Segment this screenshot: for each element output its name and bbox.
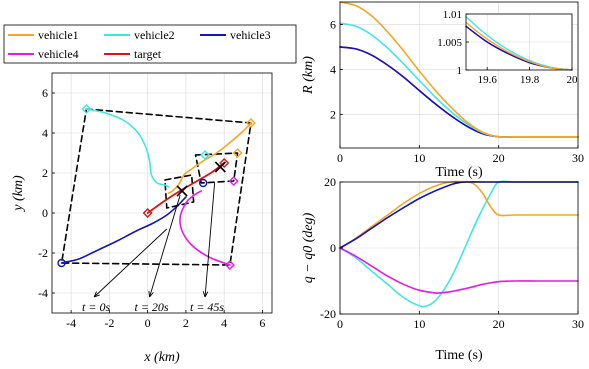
vehicle4-marker-1 [228, 176, 239, 186]
heading-xtick-label-1: 10 [413, 317, 425, 331]
inset-ticks: 19.6 19.8 20 1 1.005 1.01 [437, 9, 578, 86]
cross-marker-0 [176, 185, 188, 197]
vehicle4-marker-0 [224, 260, 235, 270]
trajectory-plot-area [52, 73, 272, 313]
vehicle1-marker-1 [232, 148, 243, 158]
formation-polygon-2 [194, 152, 239, 184]
range-series [339, 1, 579, 138]
range-inset: 19.6 19.8 20 1 1.005 1.01 [437, 9, 578, 86]
trajectory-xtick-label-1: -2 [104, 316, 114, 330]
time-annotations: t = 0s t = 20s t = 45s [82, 182, 224, 314]
legend-box [3, 24, 297, 64]
trajectory-ticks: -4 -2 0 2 4 6 -4 -2 0 2 4 6 [38, 86, 265, 330]
heading-xlabel: Time (s) [435, 348, 483, 363]
range-ticks: 0 10 20 30 2 4 6 [330, 18, 584, 165]
legend-label-vehicle4: vehicle4 [38, 47, 79, 61]
trajectory-ytick-label-2: 0 [42, 206, 48, 220]
heading-ylabel: q − q0 (deg) [301, 212, 316, 283]
trajectory-ytick-label-1: -2 [38, 246, 48, 260]
formation-polygon-1 [164, 174, 195, 209]
range-line-vehicle1 [339, 1, 579, 138]
trajectory-xtick-label-3: 2 [183, 316, 189, 330]
inset-xtick-label-2: 20 [567, 74, 579, 86]
target-marker-0 [142, 208, 153, 218]
trajectory-xtick-label-5: 6 [259, 316, 265, 330]
range-xtick-label-2: 20 [493, 151, 505, 165]
trajectory-line-vehicle3 [60, 196, 187, 264]
trajectory-xlabel: x (km) [143, 350, 180, 365]
heading-grid [339, 181, 579, 315]
range-axes-box [339, 1, 579, 149]
inset-ytick-label-1: 1.005 [437, 37, 462, 49]
legend-label-vehicle2: vehicle2 [134, 28, 175, 42]
legend-label-vehicle3: vehicle3 [230, 28, 271, 42]
heading-line-vehicle1 [339, 180, 579, 249]
range-ylabel: R (km) [301, 56, 316, 95]
trajectory-axes-box [51, 72, 273, 314]
formation-polygon-0 [60, 108, 252, 266]
trajectory-xtick-label-0: -4 [66, 316, 76, 330]
trajectory-line-vehicle1 [167, 122, 252, 194]
range-ytick-label-1: 4 [330, 63, 336, 77]
annotation-label-0: t = 0s [82, 300, 110, 314]
cross-marker-1 [214, 161, 226, 173]
annotation-arrow-line-0 [93, 228, 168, 298]
trajectory-xtick-label-4: 4 [221, 316, 227, 330]
range-xtick-label-0: 0 [337, 151, 343, 165]
heading-series [339, 180, 579, 308]
vehicle3-marker-1 [198, 178, 208, 188]
heading-ytick-label-2: 20 [324, 175, 336, 189]
trajectory-line-vehicle4 [179, 190, 231, 266]
trajectory-ytick-label-5: 6 [42, 86, 48, 100]
heading-ylabel-text: q − q0 (deg) [301, 212, 316, 283]
annotation-arrow-line-2 [204, 182, 216, 298]
inset-xtick-label-0: 19.6 [478, 74, 498, 86]
annotation-label-1: t = 20s [135, 300, 169, 314]
heading-ytick-label-1: 0 [330, 241, 336, 255]
annotation-label-2: t = 45s [190, 300, 224, 314]
inset-series [465, 16, 573, 71]
vehicle2-marker-0 [81, 104, 92, 114]
inset-ytick-label-2: 1.01 [443, 9, 462, 21]
trajectory-ytick-label-0: -4 [38, 286, 48, 300]
range-ytick-label-0: 2 [330, 108, 336, 122]
trajectory-ylabel: y (km) [11, 175, 26, 213]
inset-line-vehicle1 [465, 21, 573, 71]
range-xtick-label-1: 10 [413, 151, 425, 165]
trajectory-ytick-label-3: 2 [42, 166, 48, 180]
annotation-arrow-head-2 [202, 291, 209, 298]
heading-line-vehicle4 [339, 247, 579, 294]
legend: vehicle1 vehicle2 vehicle3 vehicle4 target [3, 24, 297, 64]
range-xlabel: Time (s) [435, 165, 483, 180]
vehicle1-marker-0 [245, 118, 256, 128]
range-ytick-label-2: 6 [330, 18, 336, 32]
heading-xtick-label-3: 30 [572, 317, 584, 331]
inset-xtick-label-1: 19.8 [520, 74, 540, 86]
range-panel: 0 10 20 30 2 4 6 Time (s) R (km) 19.6 19.8 20 1 1.… [301, 1, 584, 180]
formation-polygons [60, 108, 252, 266]
inset-ytick-label-0: 1 [457, 65, 463, 77]
heading-line-vehicle2 [339, 180, 579, 308]
range-xtick-label-3: 30 [572, 151, 584, 165]
heading-xtick-label-0: 0 [337, 317, 343, 331]
legend-items: vehicle1 vehicle2 vehicle3 vehicle4 target [8, 28, 271, 61]
legend-label-target: target [134, 47, 162, 61]
legend-label-vehicle1: vehicle1 [38, 28, 79, 42]
heading-ytick-label-0: -20 [320, 307, 336, 321]
vehicle3-marker-0 [57, 258, 66, 268]
trajectory-ytick-label-4: 4 [42, 126, 48, 140]
trajectory-xtick-label-2: 0 [145, 316, 151, 330]
vehicle2-marker-1 [200, 150, 211, 160]
trajectory-panel: t = 0s t = 20s t = 45s -4 -2 0 2 4 6 -4 -2 0 2 4 6 x … [11, 72, 273, 365]
annotation-arrow-head-0 [93, 291, 100, 298]
trajectory-line-vehicle2 [85, 108, 170, 188]
trajectory-markers [57, 104, 256, 270]
annotation-arrow-head-1 [148, 290, 154, 298]
heading-xtick-label-2: 20 [493, 317, 505, 331]
target-marker-1 [219, 158, 230, 168]
annotation-arrow-line-1 [149, 194, 181, 298]
